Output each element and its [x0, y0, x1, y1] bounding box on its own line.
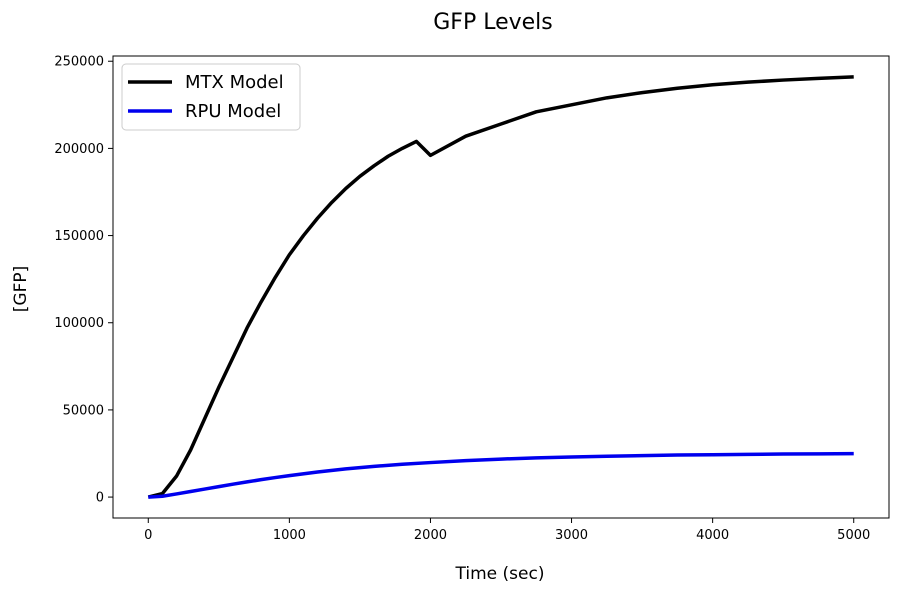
- y-axis-title: [GFP]: [11, 266, 31, 312]
- x-axis: 0 1000 2000 3000 4000 5000: [144, 518, 870, 543]
- x-tick-label: 1000: [273, 528, 306, 543]
- legend-label-mtx-model: MTX Model: [185, 72, 284, 93]
- y-tick-label: 250000: [54, 55, 104, 70]
- x-tick-label: 5000: [837, 528, 870, 543]
- series-layer: [147, 75, 854, 499]
- series-line-rpu-model: [148, 451, 854, 499]
- x-axis-title: Time (sec): [455, 564, 545, 584]
- legend-label-rpu-model: RPU Model: [185, 101, 281, 122]
- plot-frame: [112, 55, 890, 519]
- x-tick-label: 0: [144, 528, 152, 543]
- y-tick-label: 0: [96, 491, 104, 506]
- x-tick-label: 4000: [696, 528, 729, 543]
- x-tick-label: 3000: [555, 528, 588, 543]
- chart-title: GFP Levels: [433, 10, 553, 35]
- y-axis: 0 50000 100000 150000 200000 250000: [54, 55, 113, 506]
- y-tick-label: 50000: [63, 403, 104, 418]
- legend: MTX Model RPU Model: [121, 63, 301, 131]
- y-tick-label: 100000: [54, 316, 104, 331]
- x-tick-label: 2000: [414, 528, 447, 543]
- series-line-mtx-model: [147, 75, 854, 499]
- y-tick-label: 150000: [54, 229, 104, 244]
- y-tick-label: 200000: [54, 142, 104, 157]
